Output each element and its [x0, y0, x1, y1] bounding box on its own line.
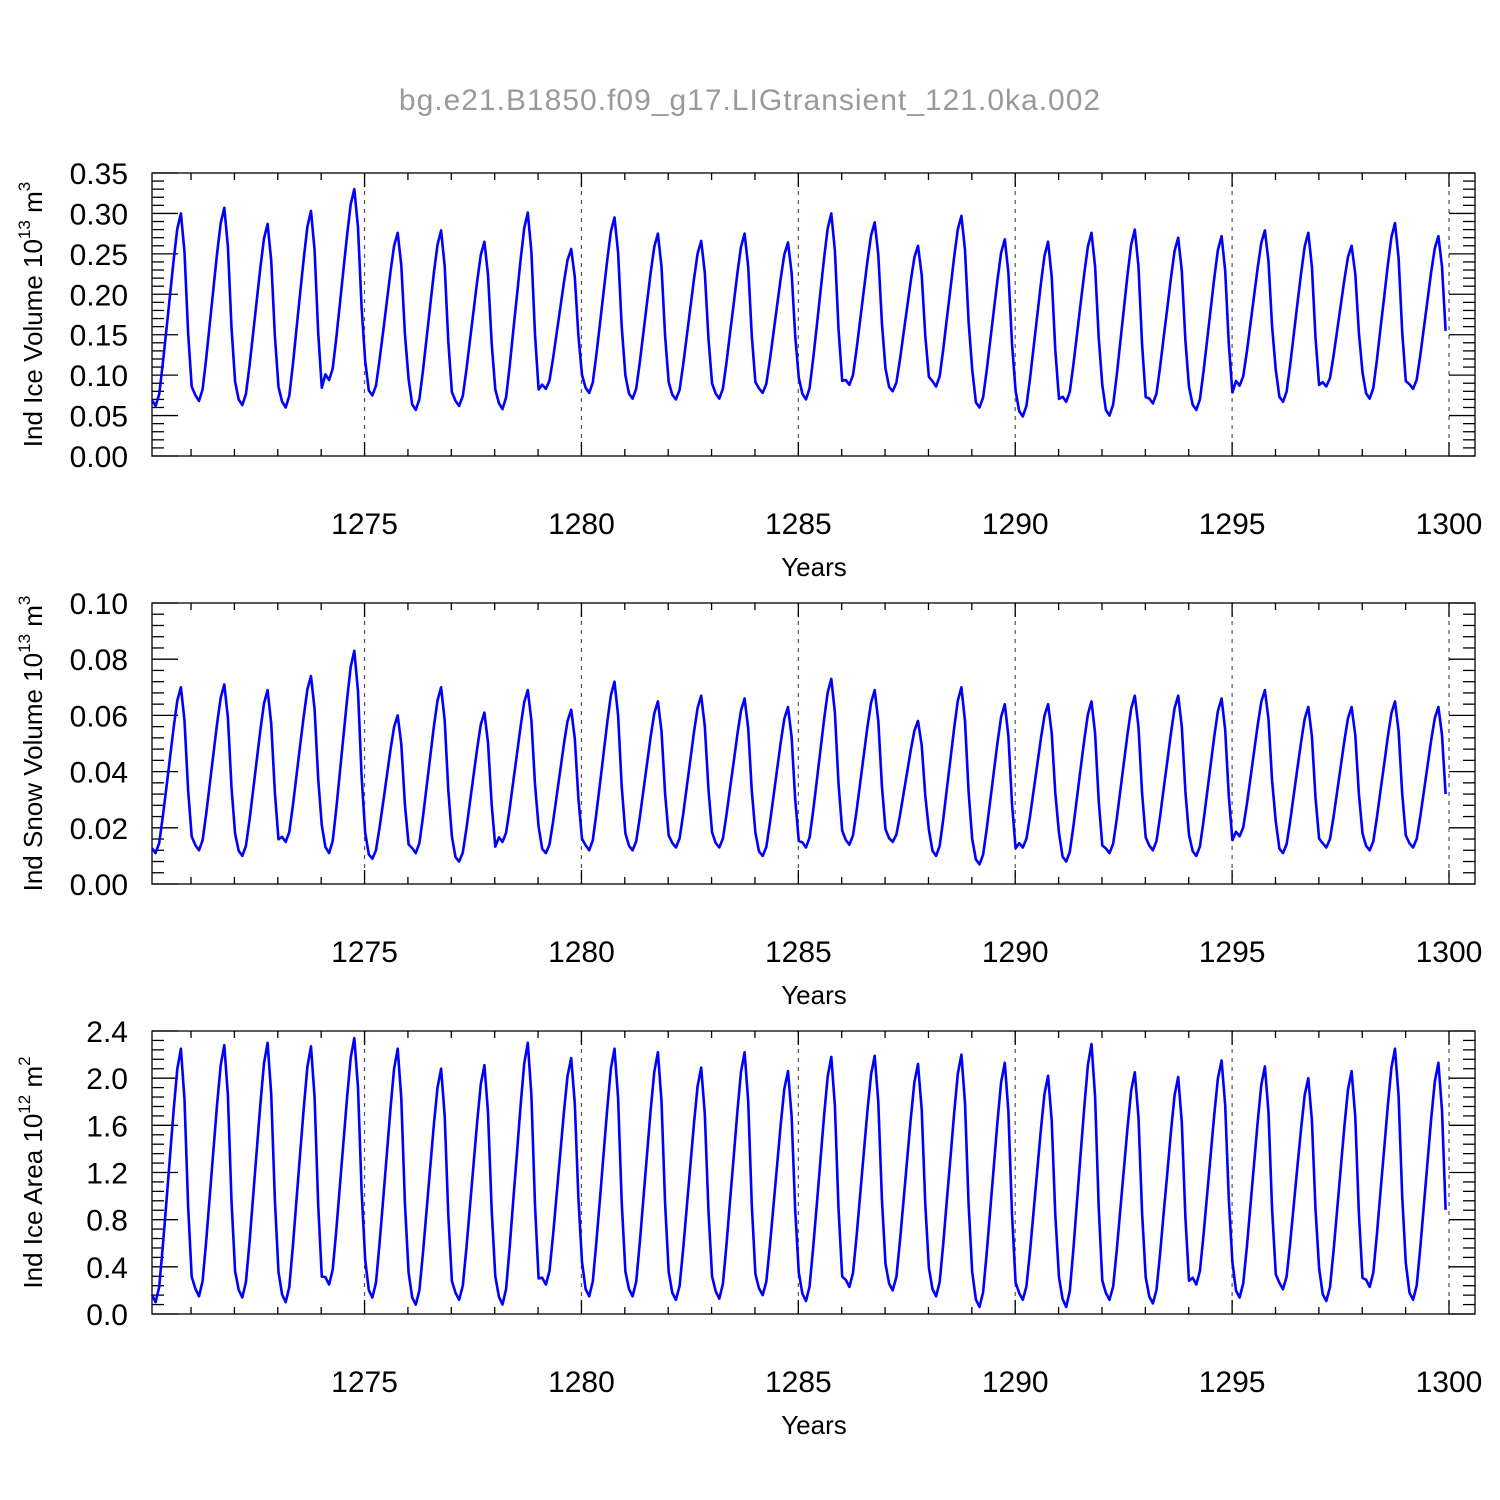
x-tick-label: 1285: [765, 508, 832, 541]
y-axis-label-unit-exponent: 3: [15, 596, 34, 605]
y-tick-label: 0.10: [70, 360, 128, 393]
x-tick-label: 1275: [331, 508, 398, 541]
y-axis-label: Ind Ice Volume 1013 m3: [15, 182, 48, 447]
y-axis-label: Ind Ice Area 1012 m2: [15, 1056, 48, 1288]
y-tick-label: 0.02: [70, 813, 128, 846]
x-tick-label: 1295: [1199, 936, 1266, 969]
x-tick-label: 1280: [548, 936, 615, 969]
y-tick-label: 0.35: [70, 158, 128, 191]
x-tick-label: 1290: [982, 1366, 1049, 1399]
x-tick-label: 1300: [1416, 1366, 1483, 1399]
x-tick-label: 1285: [765, 936, 832, 969]
series-line: [150, 649, 1447, 866]
y-axis-label-exponent: 12: [15, 1095, 34, 1114]
y-axis-label-unit: m: [18, 605, 48, 634]
ice-area-panel: 1275 1280 1285 1290 1295 1300 Years 0.0 0.4 0.8 1.…: [15, 1016, 1482, 1440]
x-tick-label: 1290: [982, 936, 1049, 969]
snow-volume-panel: 1275 1280 1285 1290 1295 1300 Years 0.00 0.02 0.0…: [15, 588, 1482, 1010]
y-tick-label: 0.8: [86, 1205, 128, 1238]
y-axis-label-text: Ind Snow Volume 10: [18, 653, 48, 892]
y-tick-label: 1.2: [86, 1158, 128, 1191]
y-axis-label-unit: m: [18, 1066, 48, 1095]
y-axis-label-exponent: 13: [15, 220, 34, 239]
y-axis-label-text: Ind Ice Volume 10: [18, 239, 48, 447]
x-tick-label: 1280: [548, 508, 615, 541]
ice-volume-panel: 1275 1280 1285 1290 1295 1300 Years 0.00 0.05 0.1…: [15, 158, 1482, 582]
x-axis-label: Years: [781, 552, 847, 582]
x-tick-label: 1300: [1416, 508, 1483, 541]
x-tick-label: 1275: [331, 936, 398, 969]
y-axis-label: Ind Snow Volume 1013 m3: [15, 596, 48, 892]
plot-frame: [151, 172, 1476, 457]
y-axis-label-exponent: 13: [15, 634, 34, 653]
y-tick-label: 0.25: [70, 239, 128, 272]
y-axis-label-unit: m: [18, 191, 48, 220]
y-tick-label: 0.20: [70, 279, 128, 312]
y-axis-label-text: Ind Ice Area 10: [18, 1114, 48, 1289]
figure-title: bg.e21.B1850.f09_g17.LIGtransient_121.0k…: [399, 84, 1101, 117]
x-tick-label: 1290: [982, 508, 1049, 541]
y-tick-label: 0.15: [70, 320, 128, 353]
y-tick-label: 0.05: [70, 401, 128, 434]
y-tick-label: 0.30: [70, 198, 128, 231]
series-line: [150, 1036, 1447, 1309]
x-tick-label: 1295: [1199, 1366, 1266, 1399]
x-axis-label: Years: [781, 1410, 847, 1440]
y-tick-label: 0.0: [86, 1299, 128, 1332]
y-tick-label: 2.0: [86, 1063, 128, 1096]
x-tick-label: 1285: [765, 1366, 832, 1399]
y-tick-label: 0.06: [70, 700, 128, 733]
y-tick-label: 0.00: [70, 441, 128, 474]
series-line: [150, 187, 1447, 418]
y-tick-label: 0.10: [70, 588, 128, 621]
x-tick-label: 1275: [331, 1366, 398, 1399]
y-axis-label-unit-exponent: 2: [15, 1056, 34, 1065]
x-tick-label: 1280: [548, 1366, 615, 1399]
y-tick-label: 2.4: [86, 1016, 128, 1049]
y-tick-label: 1.6: [86, 1110, 128, 1143]
x-axis-label: Years: [781, 980, 847, 1010]
x-tick-label: 1295: [1199, 508, 1266, 541]
y-axis-label-unit-exponent: 3: [15, 182, 34, 191]
y-tick-label: 0.08: [70, 644, 128, 677]
y-tick-label: 0.00: [70, 869, 128, 902]
y-tick-label: 0.04: [70, 757, 128, 790]
x-tick-label: 1300: [1416, 936, 1483, 969]
plot-frame: [151, 602, 1476, 885]
y-tick-label: 0.4: [86, 1252, 128, 1285]
